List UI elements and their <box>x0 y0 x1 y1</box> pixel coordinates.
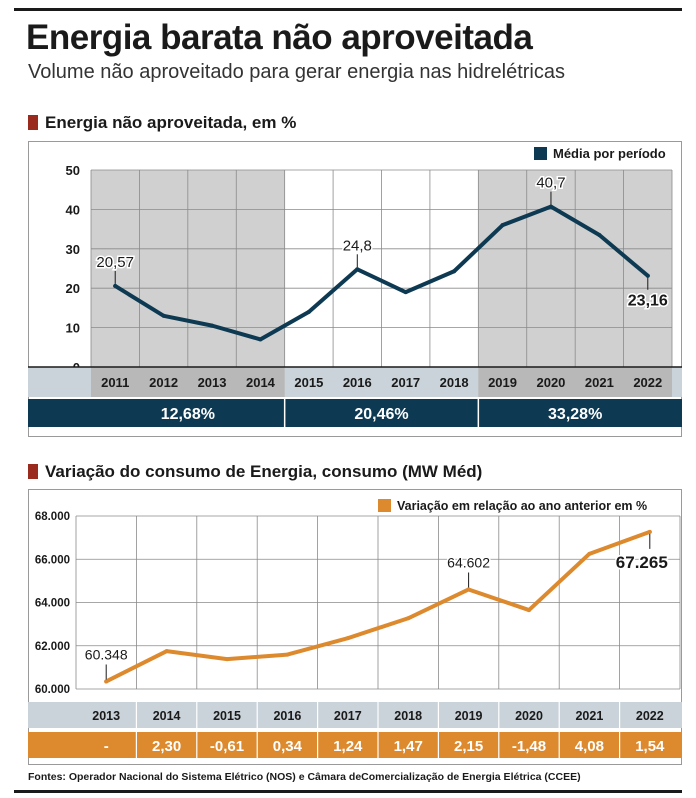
x-tick-label: 2018 <box>440 375 469 390</box>
data-point <box>645 273 650 278</box>
data-point <box>587 551 592 556</box>
x-tick-label: 2017 <box>391 375 420 390</box>
period-average-label: 20,46% <box>354 406 408 423</box>
data-point <box>104 679 109 684</box>
data-label: 20,57 <box>96 254 134 271</box>
y-tick-label: 30 <box>66 242 80 257</box>
data-point <box>647 529 652 534</box>
x-tick-label: 2014 <box>246 375 276 390</box>
chart1-frame <box>28 141 682 437</box>
y-tick-label: 10 <box>66 321 80 336</box>
data-label: 40,7 <box>536 175 565 192</box>
section-marker-icon <box>28 115 38 130</box>
legend-swatch <box>378 499 391 512</box>
legend-label: Variação em relação ao ano anterior em % <box>397 499 647 513</box>
chart1-svg: 01020304050Média por período201120122013… <box>28 146 682 427</box>
y-tick-label: 66.000 <box>35 554 70 566</box>
variation-value: 1,54 <box>635 738 665 755</box>
data-point <box>113 283 118 288</box>
top-rule <box>14 8 682 11</box>
period-average-label: 12,68% <box>161 406 215 423</box>
data-label: 24,8 <box>343 237 372 254</box>
data-point <box>164 649 169 654</box>
variation-value: 2,30 <box>152 738 181 755</box>
chart2-svg: 60.000 62.000 64.000 66.000 68.000 Variação e… <box>28 499 682 758</box>
x-tick-label: 2018 <box>394 709 422 723</box>
x-tick-label: 2022 <box>633 375 662 390</box>
period-average-label: 33,28% <box>548 406 602 423</box>
data-label: 67.265 <box>616 553 668 572</box>
data-point <box>225 657 229 662</box>
period-band <box>28 399 682 427</box>
y-tick-label: 62.000 <box>35 641 70 653</box>
data-point <box>258 337 263 342</box>
page-title: Energia barata não aproveitada <box>26 18 533 57</box>
y-tick-label: 40 <box>66 202 80 217</box>
data-point <box>500 223 505 228</box>
data-point <box>210 323 215 328</box>
variation-value: 0,34 <box>273 738 303 755</box>
y-tick-label: 60.000 <box>35 684 70 696</box>
data-point <box>597 233 602 238</box>
x-tick-label: 2011 <box>101 375 129 390</box>
page-subtitle: Volume não aproveitado para gerar energi… <box>28 61 566 83</box>
variation-value: 4,08 <box>575 738 604 755</box>
data-point <box>285 652 290 657</box>
data-label: 60.348 <box>85 646 128 662</box>
chart1-heading: Energia não aproveitada, em % <box>28 113 296 133</box>
data-point <box>406 616 411 621</box>
year-band-shade-0 <box>91 367 285 397</box>
series-line <box>104 529 652 684</box>
year-band-shade-2 <box>478 367 672 397</box>
data-point <box>345 636 350 641</box>
data-point <box>306 309 311 314</box>
y-tick-label: 64.000 <box>35 598 70 610</box>
x-tick-label: 2016 <box>273 709 301 723</box>
section-marker-icon <box>28 464 38 479</box>
x-tick-label: 2021 <box>575 709 603 723</box>
x-tick-label: 2014 <box>153 709 181 723</box>
x-tick-label: 2020 <box>536 375 565 390</box>
data-point <box>355 267 360 272</box>
data-point <box>452 269 457 274</box>
chart2-title: Variação do consumo de Energia, consumo … <box>45 462 483 481</box>
y-tick-label: 20 <box>66 281 80 296</box>
variation-value: - <box>104 738 109 755</box>
chart2-frame <box>28 489 682 765</box>
x-tick-label: 2012 <box>149 375 178 390</box>
x-tick-label: 2016 <box>343 375 372 390</box>
x-tick-label: 2019 <box>455 709 483 723</box>
y-tick-label: 50 <box>66 163 80 178</box>
x-tick-label: 2019 <box>488 375 517 390</box>
x-tick-label: 2013 <box>198 375 227 390</box>
x-tick-label: 2015 <box>213 709 241 723</box>
x-tick-label: 2020 <box>515 709 543 723</box>
bottom-rule <box>14 790 682 793</box>
x-tick-label: 2013 <box>92 709 120 723</box>
data-point <box>403 290 408 295</box>
chart1-title: Energia não aproveitada, em % <box>45 113 297 132</box>
variation-value: -0,61 <box>210 738 244 755</box>
sources-note: Fontes: Operador Nacional do Sistema Elé… <box>28 771 581 783</box>
x-tick-label: 2017 <box>334 709 362 723</box>
data-label: 23,16 <box>628 293 668 310</box>
data-point <box>466 587 471 592</box>
x-tick-label: 2015 <box>294 375 323 390</box>
series-line <box>113 204 650 342</box>
data-point <box>161 313 166 318</box>
x-tick-label: 2022 <box>636 709 664 723</box>
y-tick-label: 68.000 <box>35 511 70 523</box>
variation-value: -1,48 <box>512 738 546 755</box>
data-point <box>548 204 553 209</box>
variation-value: 1,24 <box>333 738 363 755</box>
legend-swatch <box>534 147 547 160</box>
variation-value: 1,47 <box>394 738 423 755</box>
data-label: 64.602 <box>447 554 490 570</box>
x-tick-label: 2021 <box>585 375 614 390</box>
chart2-heading: Variação do consumo de Energia, consumo … <box>28 462 482 482</box>
legend-label: Média por período <box>553 146 666 161</box>
variation-value: 2,15 <box>454 738 483 755</box>
data-point <box>527 608 531 613</box>
